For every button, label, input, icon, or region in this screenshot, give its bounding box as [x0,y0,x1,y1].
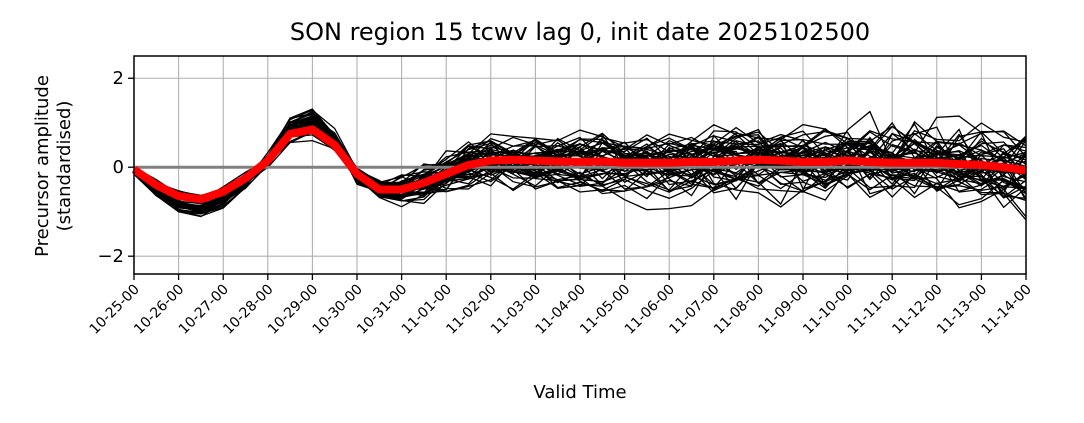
x-axis: 10-25-0010-26-0010-27-0010-28-0010-29-00… [87,274,1035,338]
x-axis-label: Valid Time [533,382,626,403]
y-axis-label-line1: Precursor amplitude [32,75,53,257]
chart-title: SON region 15 tcwv lag 0, init date 2025… [290,18,870,46]
ensemble-mean-line [131,125,1027,204]
y-axis-label-line2: (standardised) [54,101,75,232]
y-axis: −2 0 2 [97,68,134,267]
y-tick-label: 2 [113,68,124,89]
y-tick-label: −2 [97,246,124,267]
y-tick-label: 0 [113,157,124,178]
